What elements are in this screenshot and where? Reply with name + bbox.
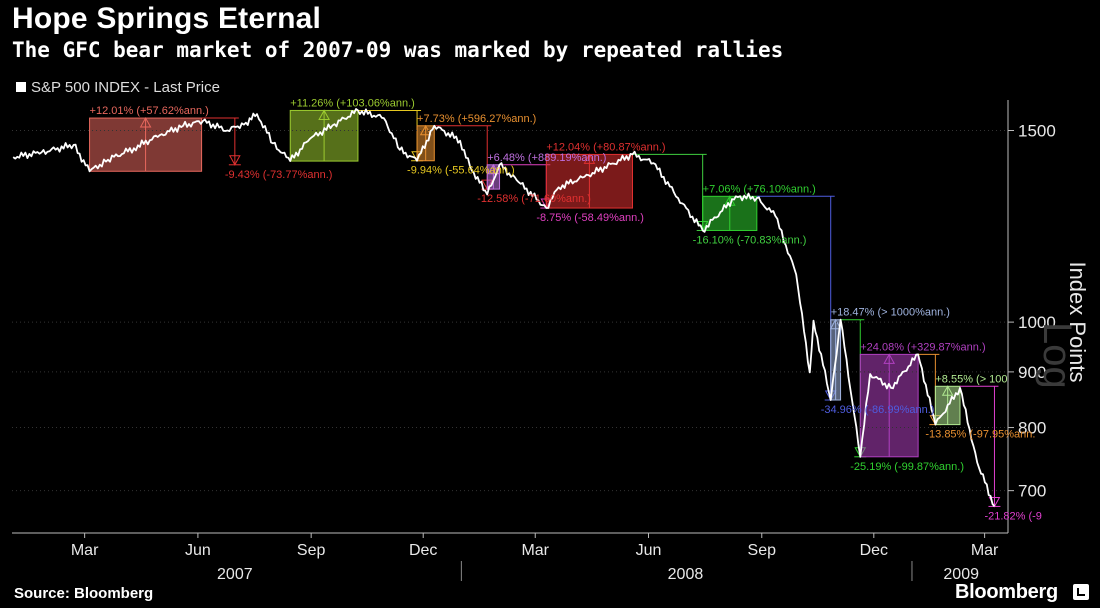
x-tick-label: Jun [636,542,662,559]
year-label: 2009 [943,566,979,583]
rally-arrow-head [883,353,896,364]
legend-label: S&P 500 INDEX - Last Price [31,79,220,96]
rally-label: +12.04% (+80.87%ann.) [546,141,665,153]
x-tick-label: Mar [521,542,549,559]
drop-label: -9.43% (-73.77%ann.) [225,169,333,181]
drop-label: -34.96% (-86.99%ann.) [821,404,935,416]
drop-label: -21.82% (-9 [984,510,1041,522]
rally-arrow-head [318,109,330,120]
y-tick-label: 800 [1018,419,1046,438]
annotation-label-layer: +12.01% (+57.62%ann.) -9.43% (-73.77%ann.… [90,97,1042,522]
rally-label: +7.06% (+76.10%ann.) [703,183,816,195]
rally-label: +6.48% (+889.19%ann.) [487,152,606,164]
drop-arrow-head [228,155,241,166]
series-layer [12,108,996,507]
year-label: 2007 [217,566,253,583]
price-line [12,108,996,507]
drop-label: -8.75% (-58.49%ann.) [536,212,644,224]
drop-label: -13.85% (-97.95%ann. [925,429,1035,441]
y-axis-title: Index Points [1065,261,1090,382]
x-tick-label: Sep [748,542,777,559]
rally-label: +8.55% (> 100 [935,373,1007,385]
legend-swatch [16,82,26,92]
x-tick-label: Jun [185,542,211,559]
y-tick-label: 1000 [1018,313,1056,332]
drop-label: -9.94% (-55.64%ann.) [407,165,515,177]
rally-arrow-head [139,117,152,128]
chart-title: Hope Springs Eternal [12,2,322,35]
bloomberg-icon [1073,584,1089,600]
drop-label: -12.58% (-71.60%ann.) [477,193,591,205]
rally-label: +7.73% (+596.27%ann.) [417,113,536,125]
x-tick-label: Mar [71,542,99,559]
legend: S&P 500 INDEX - Last Price [16,79,220,96]
y-tick-label: 1500 [1018,121,1056,140]
x-tick-label: Mar [971,542,999,559]
rally-arrow-head [583,153,596,164]
x-tick-label: Dec [860,542,888,559]
y-tick-label: 900 [1018,363,1046,382]
rally-label: +11.26% (+103.06%ann.) [290,97,415,109]
rally-label: +18.47% (> 1000%ann.) [831,307,950,319]
axis-layer: 700 800 900 1000 1500 Mar Jun Sep Dec Mar Jun Sep De… [12,100,1056,583]
chart-subtitle: The GFC bear market of 2007-09 was marke… [12,38,784,62]
rally-arrow-head [829,318,842,330]
x-tick-label: Sep [297,542,326,559]
rally-label: +24.08% (+329.87%ann.) [860,341,985,353]
rally-arrow-head [941,385,954,396]
drop-label: -16.10% (-70.83%ann.) [693,234,807,246]
brand-logo: Bloomberg [955,581,1058,603]
rally-arrow-head [487,163,500,175]
log-scale-watermark: Log [1035,322,1079,389]
x-tick-label: Dec [409,542,437,559]
rally-label: +12.01% (+57.62%ann.) [90,105,209,117]
drop-label: -25.19% (-99.87%ann.) [850,461,964,473]
y-tick-label: 700 [1018,482,1046,501]
source-note: Source: Bloomberg [14,585,154,602]
year-label: 2008 [668,566,704,583]
